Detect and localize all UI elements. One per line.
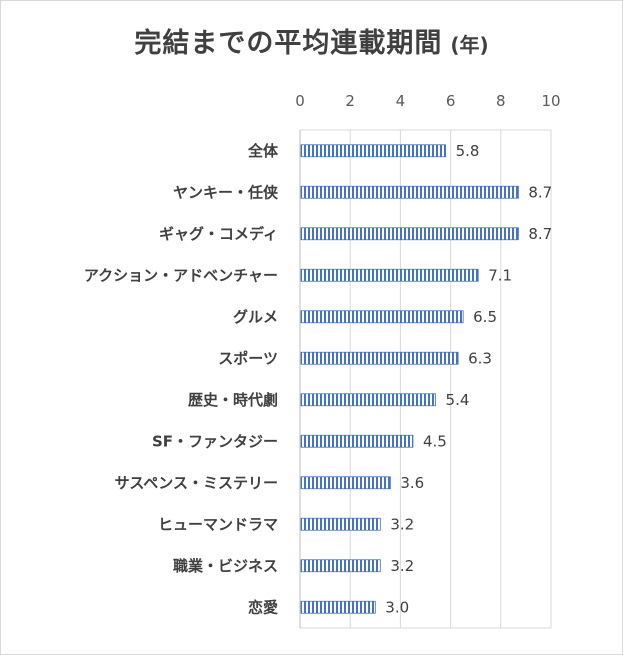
data-label: 3.6 bbox=[400, 474, 424, 492]
category-label: 全体 bbox=[247, 142, 279, 160]
bar bbox=[300, 268, 479, 282]
bar bbox=[300, 227, 519, 241]
chart-title: 完結までの平均連載期間 bbox=[134, 28, 443, 59]
bar bbox=[300, 351, 459, 365]
category-label: ギャグ・コメディ bbox=[159, 225, 278, 243]
data-label: 7.1 bbox=[488, 266, 512, 284]
x-tick-label: 8 bbox=[496, 92, 506, 110]
category-label: SF・ファンタジー bbox=[152, 432, 278, 450]
data-labels: 5.8 8.7 8.7 7.1 6.5 6.3 5.4 4.5 3.6 3.2 3.2 3.0 bbox=[385, 142, 552, 617]
data-label: 8.7 bbox=[528, 225, 552, 243]
data-label: 6.5 bbox=[473, 308, 497, 326]
bar bbox=[300, 517, 381, 531]
category-labels: 全体ヤンキー・任侠ギャグ・コメディアクション・アドベンチャーグルメスポーツ歴史・… bbox=[84, 142, 279, 617]
category-label: グルメ bbox=[233, 308, 278, 326]
data-label: 5.4 bbox=[446, 391, 470, 409]
x-tick-label: 2 bbox=[345, 92, 355, 110]
bar bbox=[300, 434, 414, 448]
bar bbox=[300, 310, 464, 324]
data-label: 3.2 bbox=[390, 515, 414, 533]
chart-title-unit: (年) bbox=[450, 33, 489, 57]
bar bbox=[300, 559, 381, 573]
bar bbox=[300, 185, 519, 199]
category-label: スポーツ bbox=[218, 349, 278, 367]
x-tick-label: 0 bbox=[295, 92, 305, 110]
bar bbox=[300, 476, 391, 490]
x-axis-ticks: 0 2 4 6 8 10 bbox=[295, 92, 560, 110]
data-label: 6.3 bbox=[468, 349, 492, 367]
bar bbox=[300, 600, 376, 614]
category-label: サスペンス・ミステリー bbox=[115, 474, 278, 492]
category-label: ヤンキー・任侠 bbox=[173, 183, 279, 201]
bar bbox=[300, 393, 436, 407]
x-tick-label: 6 bbox=[446, 92, 456, 110]
category-label: ヒューマンドラマ bbox=[158, 515, 278, 533]
data-label: 8.7 bbox=[528, 183, 552, 201]
bar bbox=[300, 144, 446, 158]
category-label: 歴史・時代劇 bbox=[188, 391, 278, 409]
data-label: 3.2 bbox=[390, 557, 414, 575]
category-label: 職業・ビジネス bbox=[173, 557, 278, 575]
category-label: 恋愛 bbox=[248, 598, 278, 616]
x-tick-label: 4 bbox=[396, 92, 406, 110]
chart-title-block: 完結までの平均連載期間 (年) bbox=[0, 26, 623, 65]
data-label: 3.0 bbox=[385, 598, 409, 616]
bars bbox=[300, 144, 519, 614]
category-label: アクション・アドベンチャー bbox=[84, 266, 278, 284]
data-label: 5.8 bbox=[456, 142, 480, 160]
x-tick-label: 10 bbox=[541, 92, 560, 110]
gridlines bbox=[299, 129, 552, 629]
data-label: 4.5 bbox=[423, 432, 447, 450]
